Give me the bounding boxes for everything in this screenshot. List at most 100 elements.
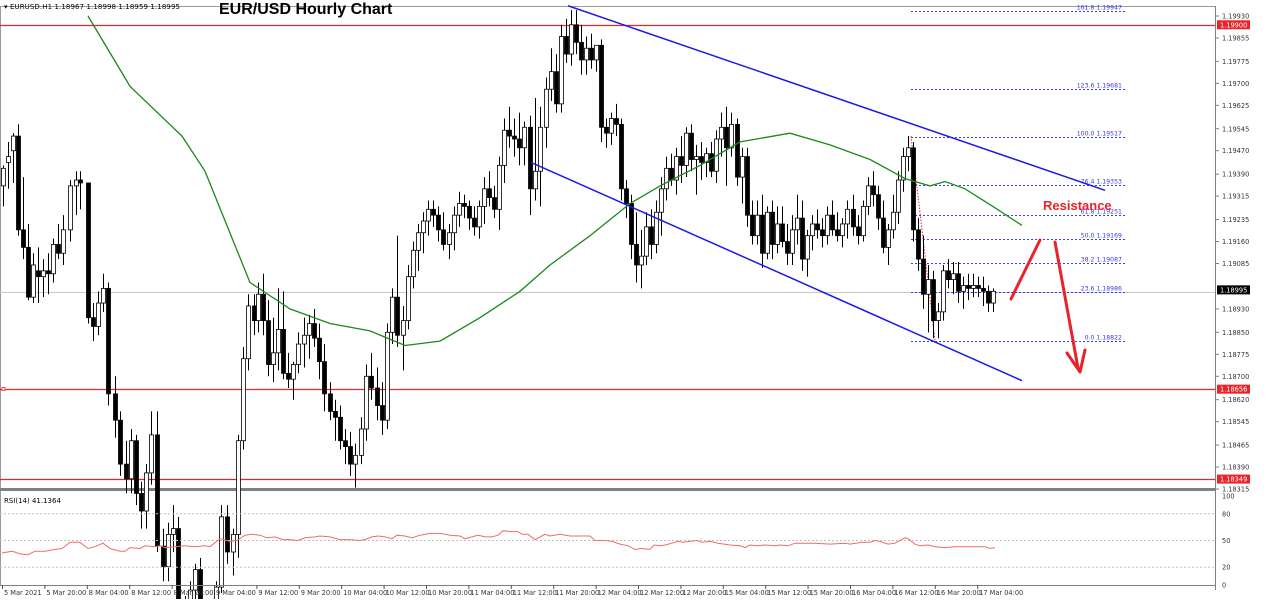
candle (421, 212, 426, 254)
candle (56, 223, 61, 260)
candle (851, 194, 856, 236)
channel-lower-line[interactable] (530, 161, 1023, 382)
candle (353, 443, 358, 488)
candle (800, 200, 805, 271)
candle (193, 563, 198, 599)
candle (149, 411, 154, 485)
candle-body-bull (609, 118, 614, 134)
candle-body-bull (549, 71, 554, 90)
candle (790, 215, 795, 265)
candle (106, 282, 111, 406)
candle (41, 259, 46, 298)
price-tag-bg (1217, 20, 1250, 30)
candle-body-bull (740, 156, 745, 178)
candle-body-bull (193, 569, 198, 591)
candle (780, 206, 785, 248)
time-tick-label: 15 Mar 20:00 (810, 589, 854, 597)
candle (684, 127, 689, 178)
candlesticks (1, 10, 996, 603)
candle (719, 112, 724, 157)
candle (472, 206, 477, 236)
price-tick-label: 1.19390 (1222, 171, 1249, 179)
candle-body-bull (302, 334, 307, 345)
candle (296, 332, 301, 374)
candle (522, 121, 527, 166)
candle-body-bull (31, 264, 36, 298)
candle (639, 229, 644, 289)
candle-body-bull (845, 208, 850, 225)
candle (881, 200, 886, 254)
candle (735, 118, 740, 186)
price-tick-label: 1.18930 (1222, 305, 1249, 313)
candle-body-bull (231, 534, 236, 553)
descending-channel[interactable] (530, 5, 1106, 382)
fib-level-label: 61.8 1.19251 (1081, 209, 1122, 216)
candle-body-bull (236, 440, 241, 535)
price-tick-label: 1.18850 (1222, 329, 1249, 337)
candle-body-bear (161, 545, 166, 568)
candle (364, 364, 369, 441)
candle (533, 98, 538, 201)
candle (956, 262, 961, 304)
collapse-triangle-icon[interactable]: ▾ (4, 3, 8, 11)
candle-body-bull (149, 434, 154, 474)
price-tick-label: 1.18465 (1222, 442, 1249, 450)
candle (492, 185, 497, 219)
candle-body-bull (6, 156, 11, 163)
price-axis[interactable]: 1.19930 1.19855 1.19775 1.19700 1.19625 1.195… (1215, 6, 1250, 590)
candle (941, 264, 946, 321)
candle-body-bear (579, 41, 584, 61)
candle (976, 276, 981, 298)
rsi-axis-label: 100 (1222, 493, 1235, 501)
candle (369, 352, 374, 400)
candle (750, 200, 755, 245)
candle-body-bull (639, 255, 644, 266)
candle-body-bear (106, 287, 111, 395)
price-tick-label: 1.18700 (1222, 373, 1249, 381)
candle (487, 171, 492, 207)
candle (554, 54, 559, 113)
candle (134, 434, 139, 506)
candle (579, 24, 584, 75)
candle-body-bear (911, 147, 916, 231)
candle (770, 200, 775, 260)
time-tick-label: 15 Mar 04:00 (725, 589, 769, 597)
candle-body-bear (86, 182, 91, 319)
price-tag-current: 1.18995 (1217, 285, 1250, 295)
candle-body-bull (795, 217, 800, 231)
time-axis[interactable]: 5 Mar 2021 5 Mar 20:00 8 Mar 04:00 8 Mar 12… (0, 585, 1216, 597)
candle (926, 264, 931, 333)
candle-body-bear (699, 156, 704, 163)
candle-body-bear (134, 440, 139, 494)
candle (507, 106, 512, 148)
candle (830, 200, 835, 236)
candle (876, 185, 881, 230)
price-tick-label: 1.18390 (1222, 464, 1249, 472)
candle (21, 177, 26, 260)
channel-upper-line[interactable] (567, 5, 1106, 191)
price-tick-label: 1.18545 (1222, 418, 1249, 426)
time-tick-label: 12 Mar 20:00 (682, 589, 726, 597)
rsi-axis-label: 20 (1222, 564, 1230, 572)
candle (78, 171, 83, 210)
candle (219, 505, 224, 594)
time-tick-label: 9 Mar 04:00 (216, 589, 256, 597)
candle-body-bull (51, 244, 56, 275)
candle-body-bull (214, 586, 219, 603)
candle-body-bear (507, 129, 512, 137)
candle (426, 200, 431, 236)
candle-body-bear (669, 167, 674, 181)
time-tick-label: 10 Mar 20:00 (428, 589, 472, 597)
candle-body-bull (790, 229, 795, 254)
level-anchor-handle[interactable] (1, 387, 6, 391)
candle-body-bear (916, 229, 921, 260)
candle-body-bull (41, 270, 46, 278)
candle-body-bull (684, 132, 689, 166)
candle-body-bear (487, 188, 492, 198)
candle-body-bull (241, 358, 246, 442)
candle-body-bull (805, 235, 810, 260)
symbol-ohlc-text: EURUSD.H1 1.18967 1.18998 1.18959 1.1899… (9, 3, 181, 11)
rsi-plot-frame (0, 490, 1216, 586)
